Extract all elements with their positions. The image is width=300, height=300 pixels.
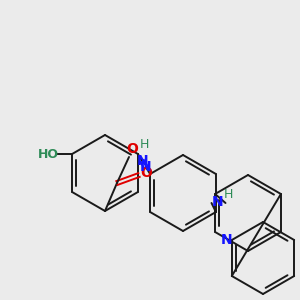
Text: HO: HO — [38, 148, 58, 160]
Text: O: O — [140, 166, 152, 180]
Text: N: N — [140, 160, 152, 174]
Text: H: H — [224, 188, 233, 202]
Text: O: O — [126, 142, 138, 156]
Text: N: N — [136, 154, 148, 168]
Text: N: N — [221, 233, 232, 247]
Text: N: N — [212, 195, 223, 209]
Text: H: H — [139, 137, 149, 151]
